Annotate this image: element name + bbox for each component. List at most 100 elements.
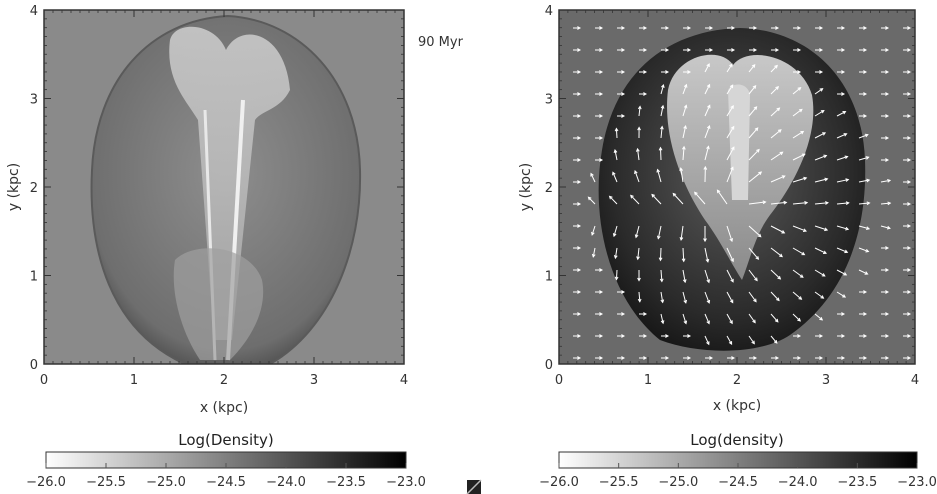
right-colorbar-tick-label: −26.0: [539, 475, 579, 490]
velocity-arrow-head: [599, 334, 604, 338]
velocity-arrow-head: [907, 136, 912, 140]
velocity-arrow: [814, 110, 825, 117]
velocity-arrow: [858, 202, 870, 205]
velocity-arrow-head: [819, 26, 824, 30]
velocity-arrow-head: [885, 312, 890, 316]
velocity-arrow-head: [863, 114, 868, 118]
velocity-arrow-head: [863, 48, 868, 52]
velocity-arrow-head: [621, 290, 626, 294]
velocity-arrow-head: [731, 356, 736, 360]
velocity-arrow-head: [907, 246, 912, 250]
velocity-arrow-head: [729, 238, 734, 243]
velocity-arrow: [726, 313, 733, 324]
velocity-arrow-head: [613, 255, 618, 260]
velocity-arrow-head: [803, 176, 808, 181]
velocity-arrow-head: [577, 202, 582, 206]
velocity-arrow: [748, 291, 757, 302]
velocity-arrow: [682, 125, 687, 139]
velocity-arrow-head: [577, 246, 582, 250]
velocity-arrow-head: [621, 92, 626, 96]
velocity-arrow-head: [599, 290, 604, 294]
velocity-arrow-head: [683, 299, 688, 304]
velocity-vector-field: [573, 26, 912, 360]
velocity-arrow: [609, 195, 618, 205]
velocity-arrow-head: [643, 92, 648, 96]
velocity-arrow: [770, 107, 780, 117]
velocity-arrow-head: [643, 312, 648, 316]
right-y-tick-label: 4: [545, 4, 553, 19]
right-colorbar-tick-label: −25.0: [658, 475, 698, 490]
velocity-arrow-head: [660, 125, 664, 130]
velocity-arrow: [814, 132, 826, 139]
right-colorbar-tick-label: −24.0: [778, 475, 818, 490]
velocity-arrow-head: [665, 48, 670, 52]
velocity-arrow-head: [661, 83, 665, 88]
velocity-arrow: [858, 156, 869, 161]
velocity-arrow: [792, 177, 807, 183]
velocity-arrow-head: [643, 356, 648, 360]
velocity-arrow-head: [599, 312, 604, 316]
left-base-turbulence: [173, 248, 264, 360]
velocity-arrow-head: [729, 320, 733, 325]
left-colorbar-ticks: −26.0 −25.5 −25.0 −24.5 −24.0 −23.5 −23.0: [26, 463, 426, 490]
left-colorbar: Log(Density) −26.0 −25.5 −25.0 −24.5 −24.0 −2…: [26, 431, 426, 490]
velocity-arrow-head: [577, 92, 582, 96]
velocity-arrow-head: [577, 290, 582, 294]
velocity-arrow-head: [665, 26, 670, 30]
velocity-arrow-head: [599, 70, 604, 74]
velocity-arrow-head: [885, 356, 890, 360]
velocity-arrow-head: [819, 316, 824, 321]
velocity-arrow-head: [665, 70, 670, 74]
velocity-arrow-head: [705, 258, 710, 263]
velocity-arrow-head: [707, 104, 711, 109]
velocity-arrow-head: [590, 172, 594, 177]
velocity-arrow: [638, 106, 641, 117]
velocity-arrow-head: [841, 312, 846, 316]
velocity-arrow-head: [681, 258, 686, 263]
velocity-arrow-head: [885, 290, 890, 294]
velocity-arrow-head: [706, 320, 710, 325]
velocity-arrow-head: [756, 148, 760, 153]
velocity-arrow: [614, 247, 618, 259]
velocity-arrow-head: [591, 253, 596, 258]
velocity-arrow-head: [907, 114, 912, 118]
velocity-arrow-head: [907, 334, 912, 338]
velocity-arrow: [726, 105, 734, 117]
velocity-arrow: [836, 179, 849, 183]
velocity-arrow-head: [776, 107, 781, 112]
velocity-arrow: [748, 225, 762, 238]
velocity-arrow-head: [621, 70, 626, 74]
velocity-arrow-head: [777, 275, 782, 280]
velocity-arrow-head: [751, 340, 755, 345]
velocity-arrow-head: [797, 26, 802, 30]
left-colorbar-tick-label: −24.5: [206, 475, 246, 490]
velocity-arrow-head: [801, 251, 806, 256]
velocity-arrow: [682, 247, 685, 262]
velocity-arrow-head: [679, 167, 684, 172]
velocity-arrow-head: [706, 124, 711, 129]
velocity-arrow-head: [729, 299, 734, 304]
velocity-arrow-head: [682, 279, 687, 284]
velocity-arrow-head: [844, 249, 849, 254]
right-colorbar-tick-label: −23.0: [897, 475, 937, 490]
velocity-arrow-head: [843, 133, 848, 137]
velocity-arrow-head: [608, 195, 613, 200]
velocity-arrow-head: [637, 126, 641, 131]
velocity-arrow-head: [706, 83, 711, 88]
velocity-arrow-head: [706, 63, 710, 68]
left-y-tick-label: 3: [30, 93, 38, 108]
velocity-arrow-head: [730, 105, 734, 109]
velocity-arrow: [770, 225, 785, 234]
right-density-panel: x (kpc) y (kpc) 0 1 2 3 4 0 1 2 3 4: [518, 4, 919, 414]
right-x-tick-label: 0: [555, 373, 563, 388]
velocity-arrow: [637, 148, 640, 161]
velocity-arrow: [792, 87, 801, 95]
velocity-arrow: [836, 156, 848, 161]
velocity-arrow-head: [886, 225, 891, 230]
left-x-tick-label: 1: [130, 373, 138, 388]
velocity-arrow: [726, 269, 734, 283]
velocity-arrow-head: [683, 320, 688, 325]
velocity-arrow: [748, 127, 759, 139]
velocity-arrow-head: [863, 312, 868, 316]
